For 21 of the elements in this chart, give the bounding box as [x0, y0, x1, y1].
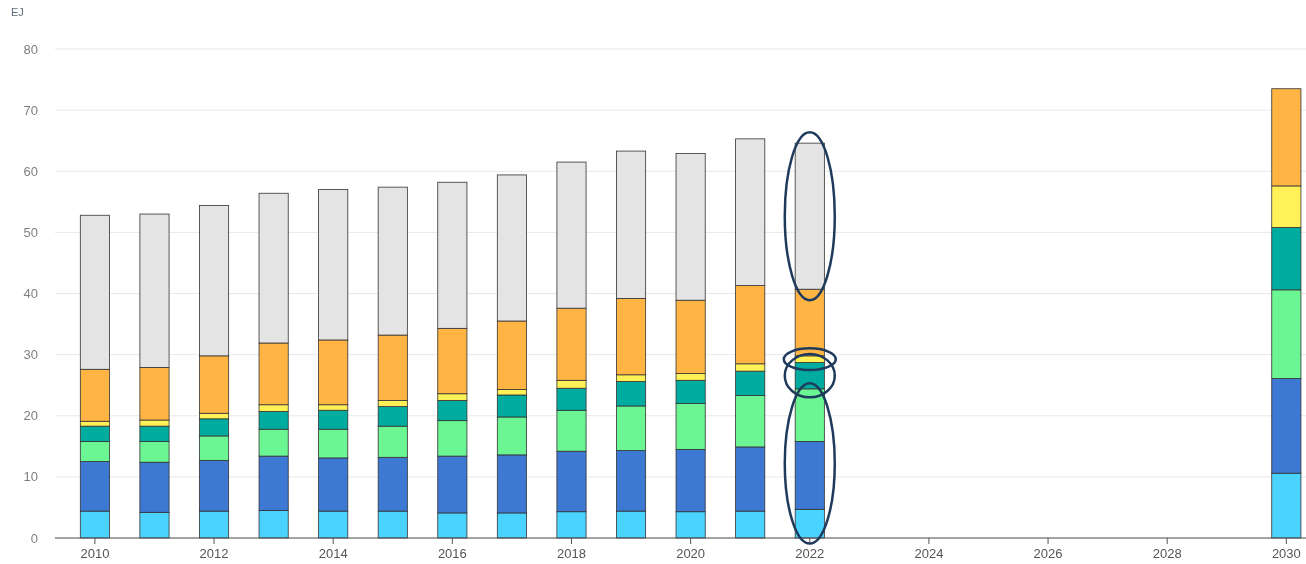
y-tick-label: 80	[23, 41, 38, 57]
y-tick-label: 0	[30, 530, 38, 546]
x-tick-label: 2028	[1152, 546, 1182, 561]
x-tick-label: 2026	[1033, 546, 1063, 561]
x-tick-label: 2016	[437, 546, 467, 561]
y-tick-label: 30	[23, 347, 38, 363]
y-tick-label: 10	[23, 469, 38, 485]
y-tick-label: 50	[23, 224, 38, 240]
y-tick-label: 20	[23, 408, 38, 424]
x-tick-label: 2020	[676, 546, 706, 561]
x-tick-label: 2010	[80, 546, 110, 561]
y-axis-title: EJ	[11, 6, 24, 18]
x-tick-label: 2024	[914, 546, 944, 561]
y-tick-label: 70	[23, 102, 38, 118]
x-tick-label: 2030	[1271, 546, 1301, 561]
x-tick-label: 2014	[318, 546, 348, 561]
y-tick-label: 40	[23, 286, 38, 302]
y-tick-label: 60	[23, 163, 38, 179]
x-tick-label: 2012	[199, 546, 229, 561]
x-tick-label: 2018	[557, 546, 586, 561]
x-tick-label: 2022	[795, 546, 825, 561]
